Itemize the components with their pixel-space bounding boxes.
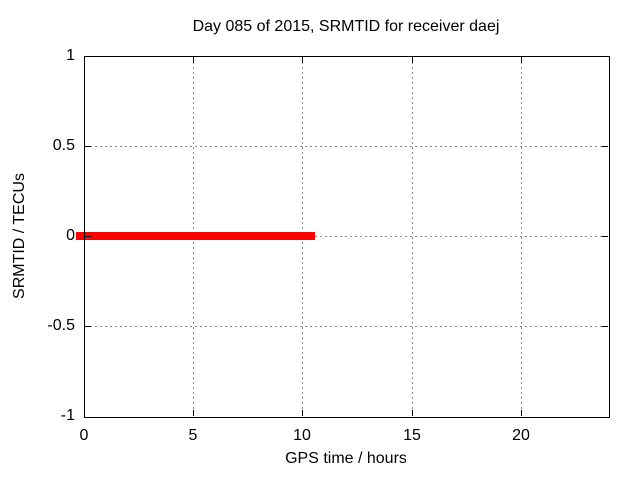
x-tick-mark (521, 57, 522, 63)
x-tick-label: 0 (79, 427, 89, 444)
x-tick-mark (521, 410, 522, 416)
chart-title: Day 085 of 2015, SRMTID for receiver dae… (192, 18, 500, 35)
x-tick-mark (412, 410, 413, 416)
x-tick-mark (193, 57, 194, 63)
x-axis-label: GPS time / hours (285, 450, 407, 467)
y-tick-mark (602, 146, 608, 147)
x-tick-mark (193, 410, 194, 416)
y-tick-label: 0 (66, 227, 75, 244)
y-tick-mark (602, 326, 608, 327)
x-tick-mark (302, 410, 303, 416)
y-tick-label: -1 (60, 407, 75, 424)
y-tick-mark (602, 236, 608, 237)
x-tick-label: 20 (512, 427, 530, 444)
series-line-srmtid (76, 232, 315, 240)
y-tick-mark (85, 236, 91, 237)
y-tick-mark (85, 326, 91, 327)
y-tick-label: -0.5 (47, 317, 75, 334)
y-tick-label: 0.5 (52, 137, 75, 154)
y-gridline (85, 236, 607, 237)
y-tick-label: 1 (66, 47, 75, 64)
y-tick-mark (85, 146, 91, 147)
x-tick-label: 10 (293, 427, 311, 444)
x-tick-mark (302, 57, 303, 63)
x-tick-label: 15 (403, 427, 421, 444)
x-tick-label: 5 (188, 427, 198, 444)
x-tick-mark (412, 57, 413, 63)
y-gridline (85, 146, 607, 147)
y-gridline (85, 326, 607, 327)
